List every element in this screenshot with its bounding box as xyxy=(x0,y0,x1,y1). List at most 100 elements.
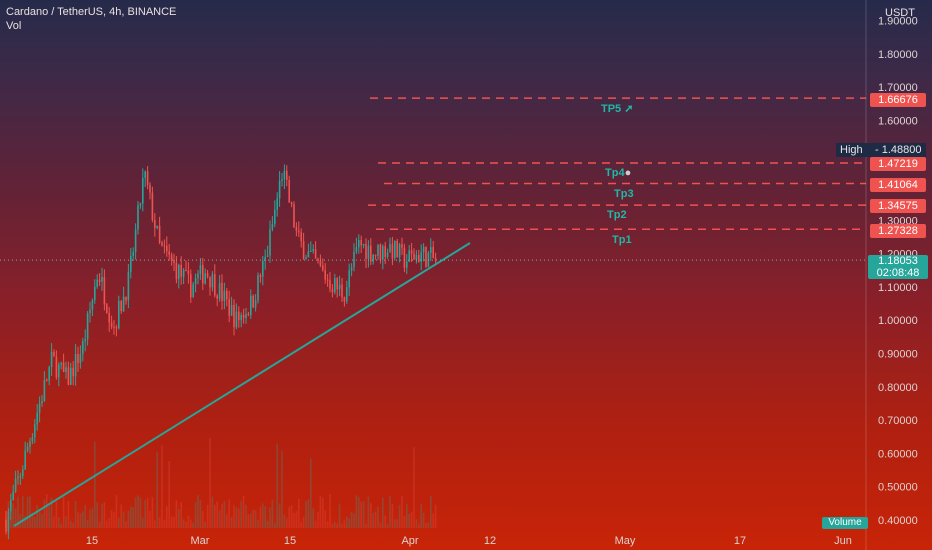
rocket-icon: ➚ xyxy=(624,103,634,115)
candle-body xyxy=(70,367,72,385)
candle-body xyxy=(370,245,372,262)
volume-bars xyxy=(5,437,437,528)
candle-body xyxy=(221,283,223,302)
volume-bar xyxy=(346,516,348,528)
candle-body xyxy=(355,247,358,252)
volume-bar xyxy=(298,499,300,528)
candle-body xyxy=(382,246,384,260)
volume-bar xyxy=(120,504,122,528)
volume-bar xyxy=(94,441,96,528)
candle-body xyxy=(250,295,252,316)
candle-body xyxy=(98,279,101,282)
time-tick-label: Apr xyxy=(401,535,418,547)
candle-body xyxy=(194,278,197,285)
candle-body xyxy=(110,322,113,327)
high-price-tag: High - 1.48800 xyxy=(836,143,926,157)
candle-body xyxy=(65,367,67,372)
volume-bar xyxy=(324,510,326,528)
volume-bar xyxy=(422,512,425,528)
volume-bar xyxy=(12,503,14,528)
volume-bar xyxy=(38,512,41,528)
candle-body xyxy=(60,362,62,365)
candle-body xyxy=(413,253,415,260)
candles xyxy=(5,164,437,540)
volume-bar xyxy=(312,508,314,528)
tp3-price-tag: 1.41064 xyxy=(870,178,926,192)
candle-body xyxy=(415,255,418,260)
candle-body xyxy=(192,284,194,298)
volume-bar xyxy=(319,496,322,528)
volume-bar xyxy=(202,511,204,528)
volume-bar xyxy=(142,517,144,528)
volume-bar xyxy=(384,515,386,528)
volume-bar xyxy=(89,509,91,528)
volume-bar xyxy=(211,496,214,528)
volume-bar xyxy=(336,523,338,528)
volume-bar xyxy=(60,523,62,528)
volume-bar xyxy=(250,513,252,528)
volume-bar xyxy=(180,502,182,528)
time-tick-label: Jun xyxy=(834,535,852,547)
volume-bar xyxy=(77,512,79,528)
candle-body xyxy=(156,225,158,228)
volume-bar xyxy=(41,514,43,528)
volume-bar xyxy=(274,523,276,528)
volume-bar xyxy=(326,520,329,528)
volume-bar xyxy=(218,510,221,528)
volume-bar xyxy=(242,495,245,528)
candle-body xyxy=(336,278,338,290)
volume-bar xyxy=(108,518,110,528)
volume-bar xyxy=(199,499,202,528)
candle-body xyxy=(149,184,151,193)
volume-bar xyxy=(302,516,305,528)
candle-body xyxy=(214,274,216,296)
candle-body xyxy=(22,469,24,477)
volume-bar xyxy=(430,495,432,528)
candle-body xyxy=(103,276,106,305)
price-tick-label: 0.80000 xyxy=(878,382,918,394)
candle-body xyxy=(314,249,317,259)
candle-body xyxy=(367,245,370,259)
candle-body xyxy=(396,240,398,258)
candle-body xyxy=(288,180,290,203)
trend-line[interactable] xyxy=(13,242,471,527)
candle-body xyxy=(12,491,14,501)
volume-bar xyxy=(62,496,65,528)
candle-body xyxy=(235,311,238,328)
candle-body xyxy=(151,192,154,221)
candle-body xyxy=(168,251,170,255)
volume-bar xyxy=(377,506,379,528)
volume-bar xyxy=(360,501,362,528)
volume-bar xyxy=(331,523,334,528)
volume-bar xyxy=(204,522,206,528)
volume-bar xyxy=(415,519,418,528)
volume-bar xyxy=(355,495,358,528)
volume-bar xyxy=(134,497,137,528)
candle-body xyxy=(144,171,146,178)
volume-bar xyxy=(305,501,307,528)
volume-bar xyxy=(223,501,226,528)
volume-bar xyxy=(247,513,250,528)
volume-bar xyxy=(197,495,199,528)
volume-bar xyxy=(262,503,264,528)
volume-bar xyxy=(31,513,34,528)
volume-bar xyxy=(310,458,312,528)
volume-bar xyxy=(410,511,413,528)
volume-bar xyxy=(271,499,274,528)
candle-body xyxy=(266,255,269,257)
volume-bar xyxy=(214,504,216,528)
tp2-price-tag: 1.34575 xyxy=(870,199,926,213)
volume-bar xyxy=(235,507,238,528)
volume-bar xyxy=(132,506,134,528)
candle-body xyxy=(384,246,386,257)
volume-bar xyxy=(26,496,29,528)
candle-body xyxy=(338,284,341,290)
volume-bar xyxy=(288,506,290,528)
candle-body xyxy=(74,353,77,377)
volume-bar xyxy=(175,500,178,528)
volume-bar xyxy=(221,503,223,528)
candle-body xyxy=(432,247,434,258)
time-tick-label: 15 xyxy=(284,535,296,547)
